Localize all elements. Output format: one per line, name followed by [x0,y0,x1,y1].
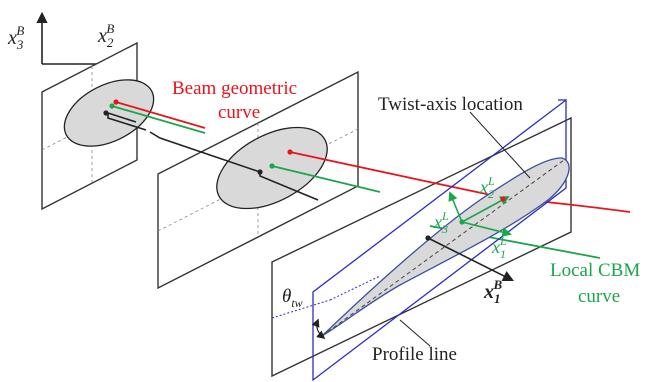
section-plane-1 [41,41,155,211]
profile-line-leader [399,319,431,347]
local-cbm-label-line1: Local CBM [550,260,640,281]
x1B-label: x1B [483,277,503,306]
twist-angle-arc [311,318,326,340]
x1B-axis-arrow [427,237,515,282]
x3B-label: x3B [7,23,24,52]
x3L-label: x3L [433,209,449,236]
twist-axis-label: Twist-axis location [378,94,523,115]
beam-curve-label-line1: Beam geometric [172,78,297,99]
local-axes [448,191,512,237]
twist-axis-leader [469,111,531,179]
beam-curve-label-line2: curve [218,102,260,123]
x1L-label: x1L [491,234,507,261]
local-cbm-label-line2: curve [578,286,620,307]
x2L-label: x2L [479,174,495,201]
profile-line-label: Profile line [372,344,457,365]
twist-angle-label: θtw [282,286,303,310]
x2B-label: x2B [97,21,114,50]
profile-line [321,159,565,337]
